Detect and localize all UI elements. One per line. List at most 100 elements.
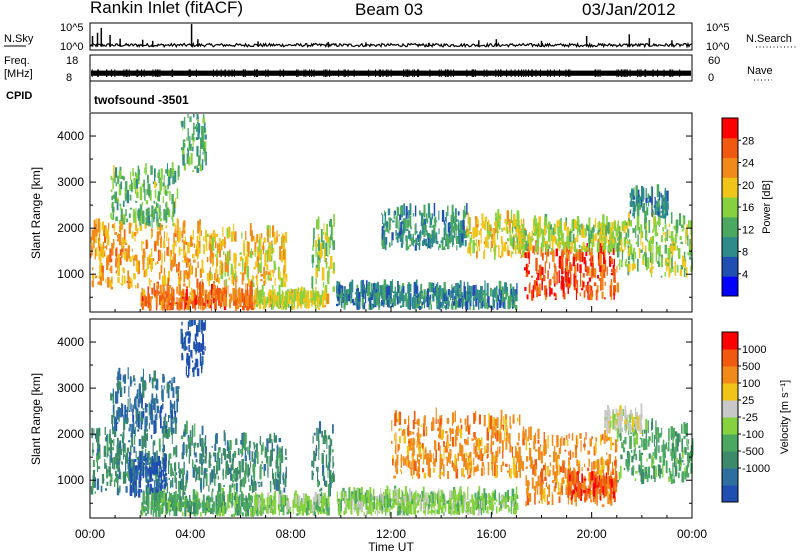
velocity-cell <box>221 453 223 465</box>
power-cell <box>589 234 591 248</box>
power-cell <box>544 294 547 300</box>
power-cell <box>198 292 201 298</box>
power-cell <box>186 153 189 164</box>
power-cell <box>502 290 504 299</box>
power-cell <box>610 272 614 276</box>
power-cell <box>567 277 571 284</box>
power-cell <box>158 272 161 280</box>
velocity-cell <box>318 421 322 434</box>
power-cell <box>218 298 220 305</box>
velocity-cell <box>161 469 164 472</box>
power-cell <box>377 283 379 293</box>
velocity-cell <box>307 500 310 511</box>
power-cell <box>251 290 253 301</box>
power-cell <box>203 302 205 306</box>
power-cell <box>567 241 570 246</box>
power-cell <box>233 298 236 306</box>
velocity-cell <box>199 438 202 447</box>
power-cell <box>490 247 492 252</box>
velocity-cell <box>245 495 247 503</box>
power-cell <box>273 263 277 270</box>
power-cell <box>380 285 383 299</box>
power-cell <box>148 278 150 285</box>
power-cell <box>649 239 651 253</box>
velocity-cell <box>105 435 108 442</box>
power-cell <box>364 290 367 304</box>
power-cell <box>199 149 201 160</box>
power-cell <box>596 242 600 253</box>
power-cell <box>527 234 529 244</box>
power-cell <box>638 206 641 210</box>
velocity-cell <box>248 497 250 505</box>
power-cell <box>127 245 130 259</box>
power-cell <box>186 262 188 268</box>
power-cell <box>93 219 96 232</box>
velocity-cell <box>278 502 279 508</box>
power-cell <box>137 211 140 216</box>
power-cell <box>658 214 661 226</box>
power-cell <box>512 292 514 305</box>
power-cell <box>257 261 259 274</box>
power-cell <box>524 252 527 258</box>
velocity-cell <box>127 457 129 461</box>
power-cell <box>635 252 637 259</box>
velocity-cell <box>232 474 234 482</box>
velocity-cell <box>110 451 113 463</box>
power-cell <box>146 257 149 270</box>
power-cell <box>638 226 640 234</box>
power-cell <box>228 226 230 239</box>
velocity-cell <box>112 426 115 435</box>
velocity-cell <box>106 450 108 458</box>
power-cell <box>160 249 162 261</box>
velocity-cell <box>279 462 282 476</box>
power-cell <box>225 253 227 261</box>
power-cell <box>369 297 371 309</box>
power-cell <box>573 273 575 288</box>
velocity-cell <box>162 427 166 438</box>
power-cell <box>672 266 674 272</box>
power-cell <box>688 244 691 254</box>
power-cell <box>131 182 133 193</box>
power-cell <box>403 286 405 294</box>
velocity-cell <box>184 503 187 517</box>
power-cell <box>410 306 411 310</box>
power-cell <box>463 231 466 239</box>
velocity-cell <box>148 478 151 482</box>
power-cell <box>653 225 655 229</box>
velocity-cell <box>96 429 98 441</box>
power-cell <box>514 293 517 302</box>
power-cell <box>178 262 180 272</box>
velocity-cell <box>144 403 147 409</box>
power-cell <box>575 221 578 230</box>
power-cell <box>579 264 582 273</box>
power-cell <box>123 213 125 223</box>
velocity-cell <box>322 464 325 476</box>
velocity-cell <box>170 409 174 420</box>
velocity-cell <box>123 386 126 394</box>
power-cell <box>140 297 142 304</box>
power-cell <box>559 237 562 241</box>
power-cell <box>684 258 687 271</box>
power-cell <box>436 241 439 245</box>
power-cell <box>554 298 557 300</box>
power-cell <box>199 296 202 306</box>
power-cell <box>215 241 217 249</box>
power-cell <box>325 285 328 297</box>
power-cell <box>451 204 454 218</box>
power-cell <box>95 247 98 257</box>
power-cell <box>219 239 222 250</box>
power-cell <box>405 220 407 232</box>
power-cell <box>392 279 394 293</box>
power-cell <box>685 267 688 278</box>
power-cell <box>263 266 265 279</box>
power-cell <box>419 306 422 310</box>
power-cell <box>227 285 229 295</box>
power-cell <box>196 168 200 173</box>
power-cell <box>102 272 104 281</box>
power-cell <box>171 162 174 174</box>
power-cell <box>646 233 648 238</box>
velocity-cell <box>204 468 207 473</box>
power-cell <box>251 276 255 280</box>
power-cell <box>142 210 145 224</box>
power-cell <box>579 292 582 297</box>
